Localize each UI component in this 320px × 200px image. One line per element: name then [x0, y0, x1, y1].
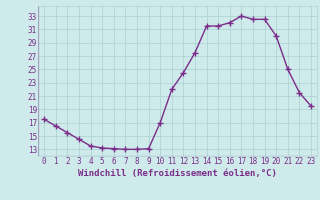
X-axis label: Windchill (Refroidissement éolien,°C): Windchill (Refroidissement éolien,°C) — [78, 169, 277, 178]
